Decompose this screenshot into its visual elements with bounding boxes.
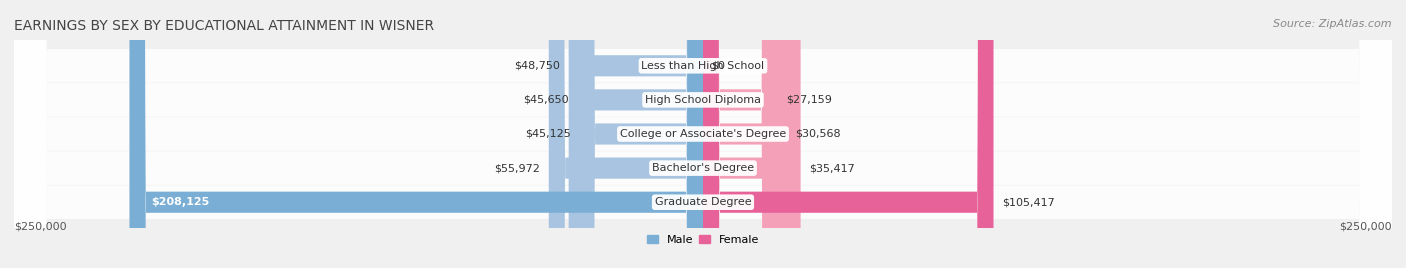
FancyBboxPatch shape: [703, 0, 994, 268]
Text: High School Diploma: High School Diploma: [645, 95, 761, 105]
FancyBboxPatch shape: [14, 0, 1392, 268]
FancyBboxPatch shape: [703, 0, 787, 268]
Text: $45,650: $45,650: [523, 95, 569, 105]
FancyBboxPatch shape: [568, 0, 703, 268]
Text: $48,750: $48,750: [515, 61, 561, 71]
Text: $250,000: $250,000: [14, 222, 66, 232]
FancyBboxPatch shape: [14, 0, 1392, 268]
FancyBboxPatch shape: [703, 0, 778, 268]
Text: $35,417: $35,417: [808, 163, 855, 173]
Text: $105,417: $105,417: [1001, 197, 1054, 207]
Text: $30,568: $30,568: [796, 129, 841, 139]
Text: College or Associate's Degree: College or Associate's Degree: [620, 129, 786, 139]
Text: Source: ZipAtlas.com: Source: ZipAtlas.com: [1274, 19, 1392, 29]
Text: Graduate Degree: Graduate Degree: [655, 197, 751, 207]
Text: $250,000: $250,000: [1340, 222, 1392, 232]
FancyBboxPatch shape: [129, 0, 703, 268]
Legend: Male, Female: Male, Female: [647, 235, 759, 245]
Text: $55,972: $55,972: [495, 163, 540, 173]
FancyBboxPatch shape: [14, 0, 1392, 268]
FancyBboxPatch shape: [579, 0, 703, 268]
FancyBboxPatch shape: [14, 0, 1392, 268]
Text: $27,159: $27,159: [786, 95, 832, 105]
FancyBboxPatch shape: [14, 0, 1392, 268]
Text: Less than High School: Less than High School: [641, 61, 765, 71]
Text: Bachelor's Degree: Bachelor's Degree: [652, 163, 754, 173]
Text: EARNINGS BY SEX BY EDUCATIONAL ATTAINMENT IN WISNER: EARNINGS BY SEX BY EDUCATIONAL ATTAINMEN…: [14, 19, 434, 33]
FancyBboxPatch shape: [703, 0, 800, 268]
FancyBboxPatch shape: [548, 0, 703, 268]
FancyBboxPatch shape: [578, 0, 703, 268]
Text: $208,125: $208,125: [152, 197, 209, 207]
Text: $45,125: $45,125: [524, 129, 571, 139]
Text: $0: $0: [711, 61, 725, 71]
